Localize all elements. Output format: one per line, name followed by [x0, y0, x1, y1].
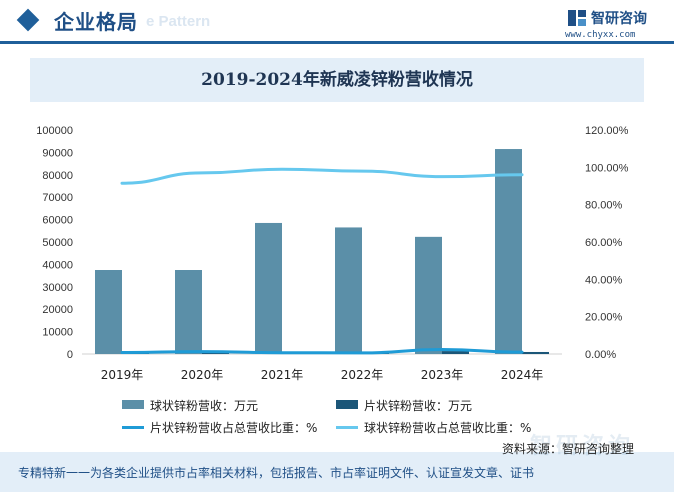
y-left-tick-label: 60000 — [42, 215, 73, 227]
header-divider — [0, 41, 674, 44]
y-right-tick-label: 20.00% — [585, 312, 623, 324]
legend-label: 球状锌粉营收占总营收比重：% — [364, 421, 532, 435]
line-spherical-share — [120, 167, 524, 185]
bar-flake-revenue — [522, 351, 549, 354]
header-background-text: e Pattern — [146, 13, 211, 30]
y-left-tick-label: 100000 — [36, 125, 73, 137]
bar-spherical-revenue — [495, 149, 522, 354]
bar-spherical-revenue — [335, 227, 362, 354]
y-left-tick-label: 70000 — [42, 192, 73, 204]
y-left-tick-label: 10000 — [42, 327, 73, 339]
y-left-tick-label: 90000 — [42, 147, 73, 159]
chart-plot: 1000009000080000700006000050000400003000… — [36, 125, 629, 382]
data-source: 资料来源：智研咨询整理 — [502, 442, 635, 456]
legend-label: 片状锌粉营收占总营收比重：% — [150, 421, 318, 435]
page-header: e Pattern 企业格局 智研咨询 www.chyxx.com — [0, 0, 674, 44]
bar-flake-revenue — [442, 351, 469, 354]
bar-flake-revenue — [202, 352, 229, 354]
x-tick-label: 2019年 — [101, 368, 144, 382]
y-right-tick-label: 120.00% — [585, 125, 629, 137]
y-right-tick-label: 40.00% — [585, 274, 623, 286]
chart-title-band — [30, 58, 644, 102]
y-right-tick-label: 80.00% — [585, 200, 623, 212]
legend-label: 片状锌粉营收：万元 — [364, 399, 473, 413]
y-right-tick-label: 0.00% — [585, 349, 616, 361]
y-left-tick-label: 20000 — [42, 304, 73, 316]
legend-swatch — [336, 426, 358, 429]
legend-swatch — [122, 400, 144, 409]
legend-item-flake-share: 片状锌粉营收占总营收比重：% — [122, 419, 332, 435]
logo-icon — [568, 10, 586, 26]
legend-swatch — [336, 400, 358, 409]
bar-spherical-revenue — [415, 236, 442, 354]
legend-swatch — [122, 426, 144, 429]
x-tick-label: 2021年 — [261, 368, 304, 382]
bar-spherical-revenue — [95, 270, 122, 354]
y-left-tick-label: 40000 — [42, 259, 73, 271]
x-tick-label: 2020年 — [181, 368, 224, 382]
legend-label: 球状锌粉营收：万元 — [150, 399, 259, 413]
y-right-tick-label: 60.00% — [585, 237, 623, 249]
legend-item-spherical-share: 球状锌粉营收占总营收比重：% — [336, 419, 546, 435]
bar-spherical-revenue — [255, 222, 282, 354]
y-left-tick-label: 30000 — [42, 282, 73, 294]
legend-item-spherical-revenue: 球状锌粉营收：万元 — [122, 397, 282, 413]
chart-title: 2019-2024年新威凌锌粉营收情况 — [201, 70, 473, 90]
bar-spherical-revenue — [175, 270, 202, 354]
page-title: 企业格局 — [54, 10, 138, 34]
line-flake-share — [120, 348, 524, 355]
logo-text: 智研咨询 — [591, 11, 647, 27]
footer-watermark: 智研咨询 — [530, 434, 635, 459]
legend-item-flake-revenue: 片状锌粉营收：万元 — [336, 397, 496, 413]
logo-url: www.chyxx.com — [565, 30, 636, 40]
x-tick-label: 2023年 — [421, 368, 464, 382]
page-footer — [0, 452, 674, 492]
y-left-tick-label: 50000 — [42, 237, 73, 249]
footer-text: 专精特新一一为各类企业提供市占率相关材料，包括报告、市占率证明文件、认证宣发文章… — [18, 466, 535, 480]
x-tick-label: 2022年 — [341, 368, 384, 382]
y-right-tick-label: 100.00% — [585, 162, 629, 174]
y-left-tick-label: 80000 — [42, 170, 73, 182]
y-left-tick-label: 0 — [67, 349, 73, 361]
x-tick-label: 2024年 — [501, 368, 544, 382]
